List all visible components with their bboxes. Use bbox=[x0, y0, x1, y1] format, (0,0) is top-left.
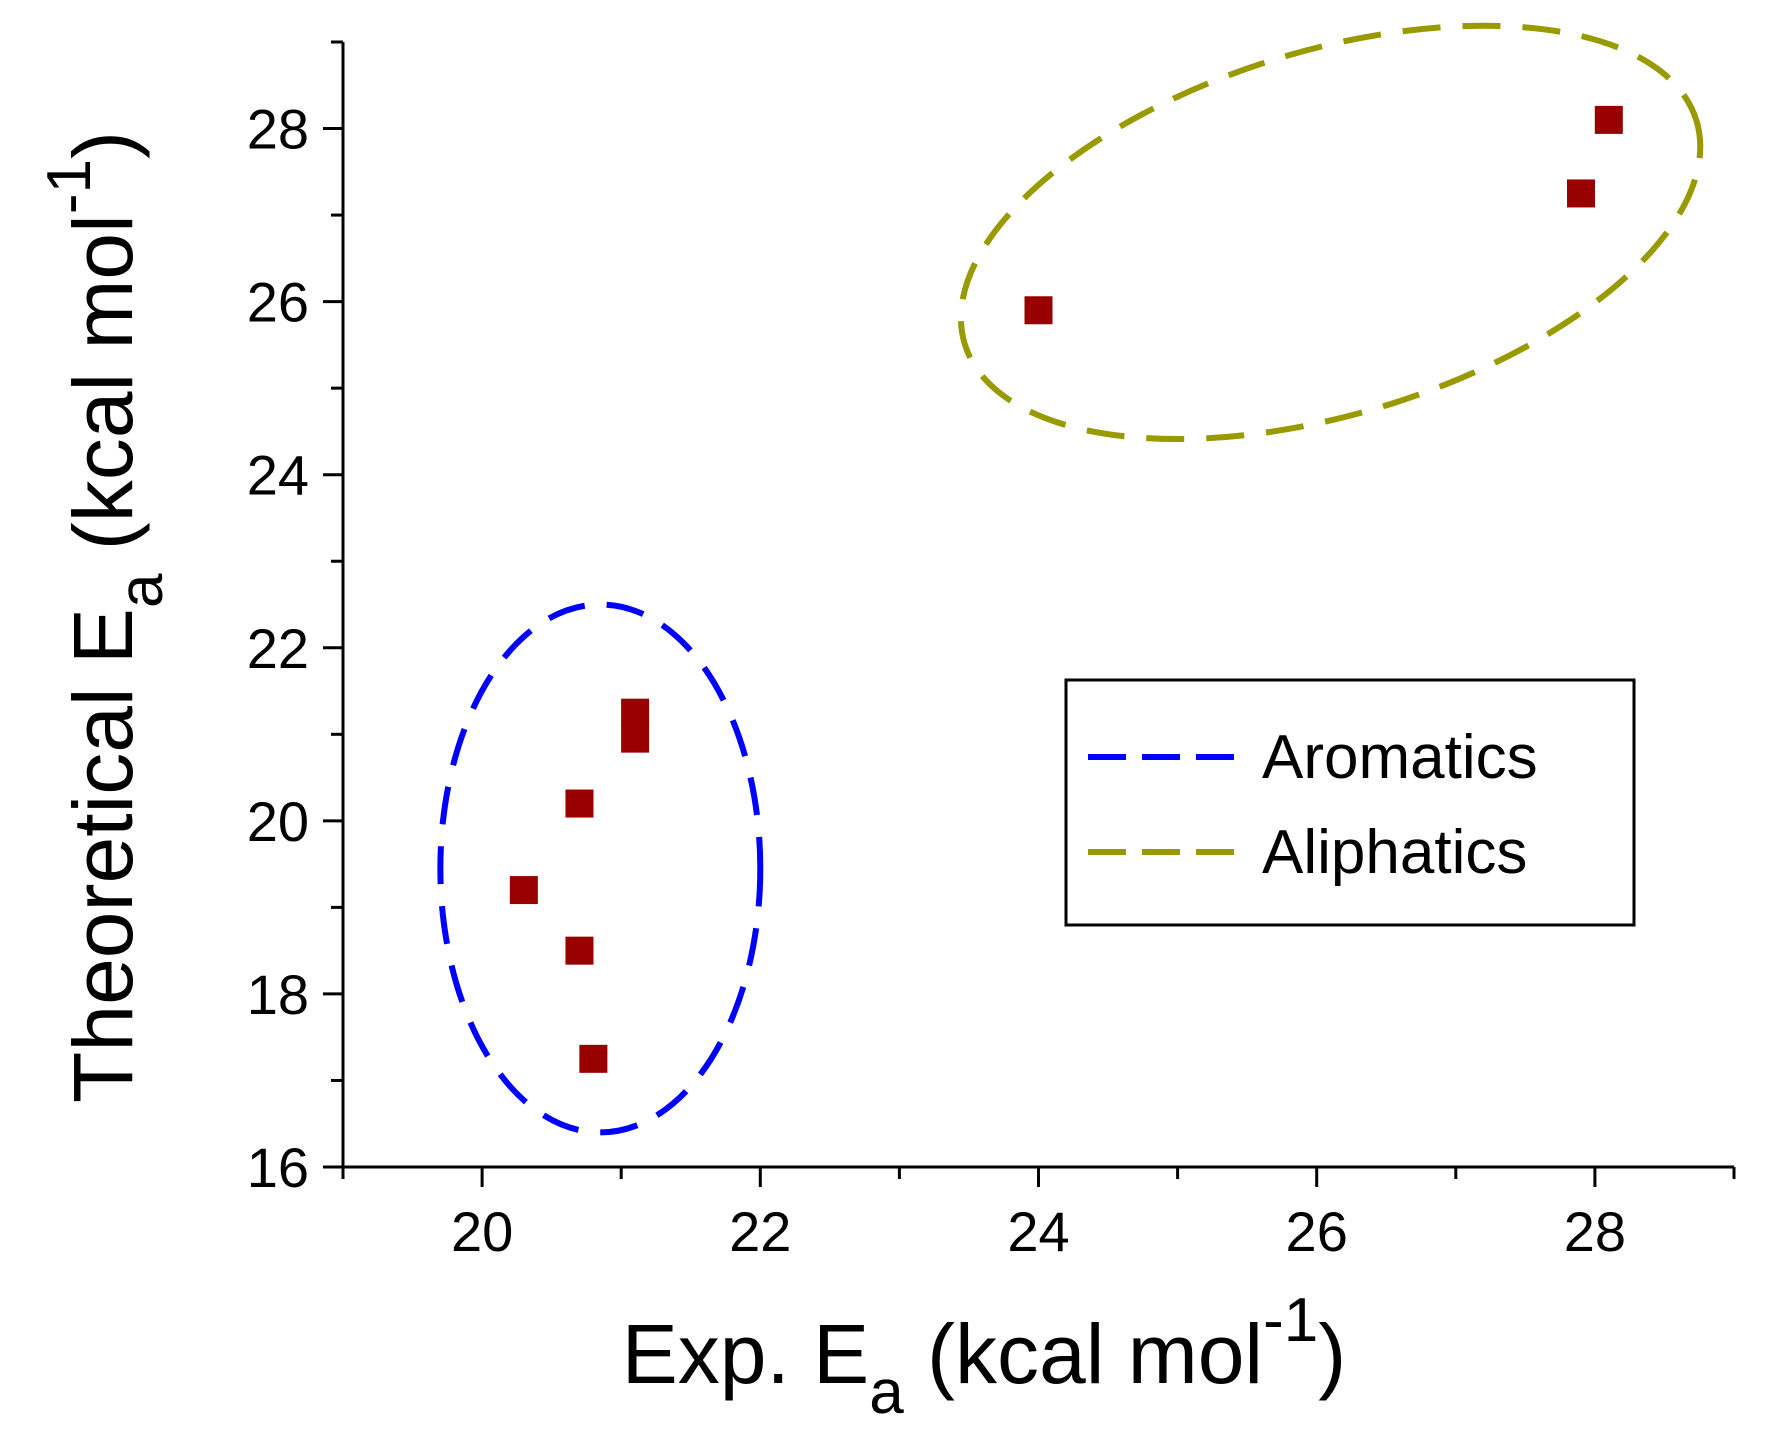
legend-label-aliphatics: Aliphatics bbox=[1262, 818, 1527, 887]
y-tick-label: 16 bbox=[247, 1136, 309, 1199]
x-tick-label: 26 bbox=[1286, 1200, 1348, 1263]
data-point-aromatics bbox=[565, 936, 594, 965]
y-tick-label: 22 bbox=[247, 617, 309, 680]
x-axis-title: Exp. Ea (kcal mol-1) bbox=[622, 1286, 1346, 1427]
group-ellipse-aliphatics bbox=[957, 22, 1704, 443]
group-ellipses bbox=[437, 22, 1704, 1136]
y-tick-label: 20 bbox=[247, 790, 309, 853]
data-point-aromatics bbox=[565, 789, 594, 818]
legend-label-aromatics: Aromatics bbox=[1262, 723, 1538, 792]
data-point-aromatics bbox=[621, 698, 650, 727]
y-axis-title: Theoretical Ea (kcal mol-1) bbox=[35, 131, 176, 1103]
data-point-aliphatics bbox=[1594, 105, 1623, 134]
x-tick-label: 22 bbox=[729, 1200, 791, 1263]
y-tick-label: 24 bbox=[247, 444, 309, 507]
axes bbox=[341, 42, 1734, 1169]
data-point-aliphatics bbox=[1566, 179, 1595, 208]
x-tick-label: 24 bbox=[1007, 1200, 1069, 1263]
data-point-aromatics bbox=[509, 876, 538, 905]
data-point-aromatics bbox=[579, 1044, 608, 1073]
legend: Aromatics Aliphatics bbox=[1064, 678, 1636, 927]
y-tick-label: 28 bbox=[247, 98, 309, 161]
y-tick-label: 18 bbox=[247, 963, 309, 1026]
data-point-aromatics bbox=[621, 724, 650, 753]
group-ellipse-aromatics bbox=[437, 601, 764, 1136]
y-tick-label: 26 bbox=[247, 271, 309, 334]
data-points bbox=[509, 105, 1623, 1073]
x-tick-label: 20 bbox=[451, 1200, 513, 1263]
x-tick-label: 28 bbox=[1564, 1200, 1626, 1263]
legend-box bbox=[1064, 678, 1636, 927]
x-ticks: 20 22 24 26 28 bbox=[341, 1167, 1736, 1263]
y-ticks: 16 18 20 22 24 26 28 bbox=[247, 40, 343, 1199]
data-point-aliphatics bbox=[1024, 296, 1053, 325]
